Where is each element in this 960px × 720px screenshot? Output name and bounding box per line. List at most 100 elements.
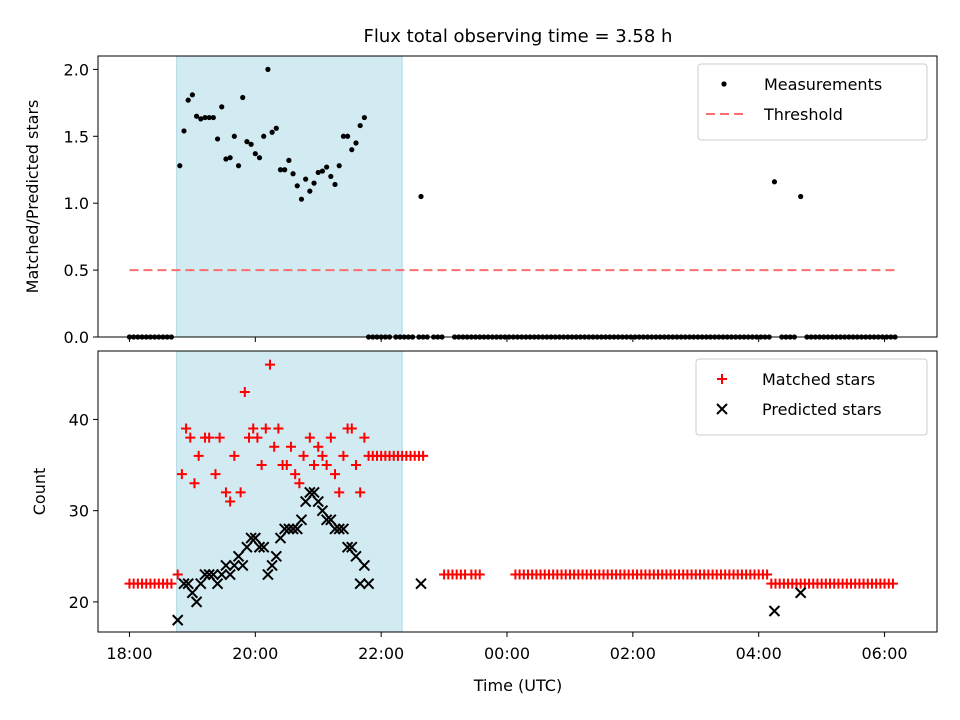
predicted-star-point [220,559,232,572]
legend [695,358,928,436]
measurement-point [336,163,342,169]
measurement-point [206,114,212,121]
y-tick-label: 1.5 [64,127,89,146]
predicted-star-point [211,577,224,590]
matched-star-point [309,460,320,471]
measurement-point [252,151,258,157]
measurement-point [265,66,271,72]
measurement-point [193,113,200,119]
predicted-star-point [228,559,241,572]
measurement-point [185,97,191,103]
matched-star-point [210,469,221,480]
measurement-point [328,173,334,180]
x-tick-label: 04:00 [736,644,782,663]
observing-window-shade [176,55,403,338]
measurement-point [349,147,355,153]
observing-window-shade [176,350,403,633]
measurement-point [198,116,204,122]
predicted-star-point [203,568,215,581]
matched-star-point [273,423,284,434]
measurement-point [290,171,296,177]
predicted-star-point [341,541,354,553]
legend-entry: Measurements [764,75,882,94]
predicted-star-point [362,577,375,590]
predicted-star-point [171,614,184,626]
predicted-star-point [262,568,274,581]
plot-frame [97,55,938,338]
measurement-point [231,133,237,139]
measurement-point [261,133,267,139]
measurement-point [298,196,305,202]
matched-star-point [355,487,366,498]
plot-frame [97,350,938,633]
matched-star-point [235,487,246,498]
legend-matched-swatch [717,374,727,384]
measurement-point [244,139,250,145]
x-tick-label: 06:00 [862,644,908,663]
matched-star-point [225,496,236,507]
measurement-point [282,167,288,173]
matched-star-point [264,359,275,370]
predicted-star-point [333,523,345,535]
y-axis-label: Count [30,468,49,516]
measurement-point [307,188,313,194]
measurement-point [353,140,359,146]
ratio-panel: 0.0 0.5 1.0 1.5 2.0 Matched/Predicted stars Me… [23,55,938,347]
matched-star-point [248,423,259,434]
predicted-star-point [270,550,282,562]
predicted-star-point [312,495,324,508]
measurement-point [214,136,221,142]
matched-star-point [239,387,250,398]
matched-star-point [887,578,898,589]
matched-star-point [298,450,309,461]
measurement-point [181,128,187,134]
measurement-point [294,183,300,189]
matched-star-point [346,423,357,434]
x-tick-label: 18:00 [106,644,152,663]
measurement-point [319,168,326,174]
matched-star-point [166,578,177,589]
y-axis-label: Matched/Predicted stars [23,100,42,294]
measurement-point [361,114,367,121]
matched-star-point [294,478,305,489]
measurement-point [315,169,321,176]
matched-star-point [193,450,204,461]
predicted-star-point [207,568,220,581]
predicted-star-point [199,568,211,581]
predicted-star-point [249,532,262,544]
matched-star-point [285,441,296,452]
matched-star-point [181,423,192,434]
y-tick-label: 2.0 [64,60,89,79]
predicted-star-point [274,532,287,544]
predicted-star-point [320,514,333,526]
matched-star-point [281,460,292,471]
matched-star-point [290,469,301,480]
predicted-star-point [283,523,295,535]
predicted-star-point [266,559,278,572]
measurement-point [303,176,309,182]
y-tick-label: 1.0 [64,194,89,213]
x-tick-label: 20:00 [232,644,278,663]
measurement-point [418,193,424,200]
predicted-star-point [299,495,312,508]
legend-entry: Matched stars [762,370,875,389]
x-tick-label: 02:00 [610,644,656,663]
predicted-star-point [329,523,341,535]
measurement-point [357,122,363,129]
legend-predicted-swatch [716,403,728,415]
matched-star-point [313,441,324,452]
matched-star-point [260,423,271,434]
predicted-star-point [182,577,194,590]
matched-star-point [220,487,231,498]
measurement-point [798,193,804,200]
matched-star-point [189,478,200,489]
matched-star-point [214,432,225,443]
y-tick-label: 30 [69,502,89,521]
legend-entry: Threshold [763,105,843,124]
matched-star-point [252,432,263,443]
matched-star-point [474,569,485,580]
measurement-point [311,180,317,186]
predicted-star-point [316,504,329,517]
measurement-point [256,155,263,161]
matched-star-point [359,432,370,443]
